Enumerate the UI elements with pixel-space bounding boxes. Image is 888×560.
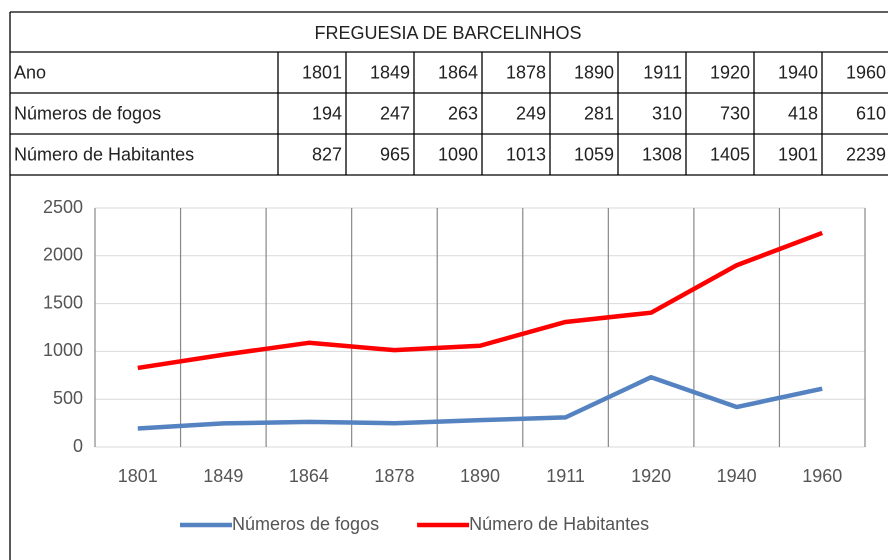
table-cell: 1960 bbox=[846, 62, 886, 82]
x-tick-label: 1864 bbox=[289, 466, 329, 486]
table-cell: 418 bbox=[788, 103, 818, 123]
table-cell: 1308 bbox=[642, 144, 682, 164]
table-cell: 1801 bbox=[302, 62, 342, 82]
table-cell: 247 bbox=[380, 103, 410, 123]
legend-label: Número de Habitantes bbox=[469, 514, 649, 534]
table-cell: 249 bbox=[516, 103, 546, 123]
table-cell: 263 bbox=[448, 103, 478, 123]
table-cell: 827 bbox=[312, 144, 342, 164]
y-tick-label: 1000 bbox=[43, 340, 83, 360]
table-cell: 281 bbox=[584, 103, 614, 123]
x-tick-label: 1849 bbox=[203, 466, 243, 486]
row-label: Número de Habitantes bbox=[14, 144, 194, 164]
table-cell: 1940 bbox=[778, 62, 818, 82]
table-cell: 194 bbox=[312, 103, 342, 123]
table-cell: 1864 bbox=[438, 62, 478, 82]
table-cell: 1878 bbox=[506, 62, 546, 82]
x-tick-label: 1960 bbox=[802, 466, 842, 486]
table-cell: 1890 bbox=[574, 62, 614, 82]
y-tick-label: 500 bbox=[53, 388, 83, 408]
y-tick-label: 1500 bbox=[43, 292, 83, 312]
row-label: Ano bbox=[14, 62, 46, 82]
y-tick-label: 2000 bbox=[43, 245, 83, 265]
table-cell: 1013 bbox=[506, 144, 546, 164]
table-cell: 1911 bbox=[643, 62, 682, 82]
data-line bbox=[137, 374, 823, 431]
table-cell: 1901 bbox=[778, 144, 818, 164]
x-tick-label: 1911 bbox=[546, 466, 585, 486]
x-tick-label: 1920 bbox=[631, 466, 671, 486]
table-cell: 610 bbox=[856, 103, 886, 123]
x-tick-label: 1801 bbox=[118, 466, 158, 486]
table-cell: 1849 bbox=[370, 62, 410, 82]
y-tick-label: 0 bbox=[73, 436, 83, 456]
table-cell: 1920 bbox=[710, 62, 750, 82]
x-tick-label: 1878 bbox=[374, 466, 414, 486]
table-cell: 730 bbox=[720, 103, 750, 123]
table-cell: 2239 bbox=[846, 144, 886, 164]
table-cell: 1405 bbox=[710, 144, 750, 164]
table-cell: 310 bbox=[652, 103, 682, 123]
data-line bbox=[137, 230, 824, 371]
x-tick-label: 1890 bbox=[460, 466, 500, 486]
x-tick-label: 1940 bbox=[717, 466, 757, 486]
table-title: FREGUESIA DE BARCELINHOS bbox=[314, 23, 581, 43]
table-cell: 1090 bbox=[438, 144, 478, 164]
table-cell: 1059 bbox=[574, 144, 614, 164]
legend-label: Números de fogos bbox=[232, 514, 379, 534]
table-cell: 965 bbox=[380, 144, 410, 164]
row-label: Números de fogos bbox=[14, 103, 161, 123]
y-tick-label: 2500 bbox=[43, 197, 83, 217]
